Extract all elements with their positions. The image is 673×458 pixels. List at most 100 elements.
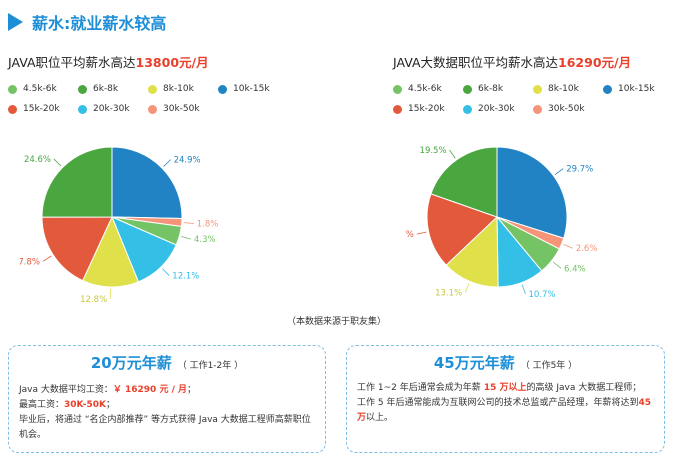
right-title-highlight: 16290元/月 (558, 55, 632, 70)
pie-data-label: 19.5% (420, 146, 447, 156)
section-title: 薪水:就业薪水较高 (32, 14, 167, 33)
pie-data-label: 12.8% (80, 295, 107, 305)
legend-item: 6k-8k (78, 84, 118, 94)
career-paragraph-2: 工作 5 年后通常能成为互联网公司的技术总监或产品经理，年薪将达到45万以上。 (357, 396, 654, 426)
pie-leader-line (183, 222, 194, 224)
legend-swatch (533, 104, 542, 114)
legend-swatch (603, 84, 612, 94)
pie-slice-6k-8k (430, 146, 498, 218)
pie-slice-15k-20k (41, 216, 113, 282)
max-salary-line: 最高工资：30K-50K； (19, 398, 315, 413)
legend-item: 15k-20k (393, 104, 445, 114)
legend-label: 8k-10k (163, 84, 194, 94)
legend-label: 20k-30k (93, 104, 130, 114)
legend-item: 6k-8k (463, 84, 503, 94)
legend-item: 8k-10k (148, 84, 194, 94)
pie-data-label: 4.3% (194, 235, 216, 245)
box-right-title: 45万元年薪 (433, 354, 515, 372)
pie-data-label: 24.6% (24, 155, 51, 165)
p1-prefix: 工作 1~2 年后通常会成为年薪 (357, 383, 481, 393)
right-pie-chart: 29.7% 2.6% 6.4% 10.7% 13.1% 17.3% 19.5% (405, 146, 597, 300)
career-paragraph-1: 工作 1~2 年后通常会成为年薪 15 万以上的高级 Java 大数据工程师； (357, 381, 654, 396)
salary-box-1-2-years: 20万元年薪 （ 工作1-2年 ） Java 大数据平均工资：￥ 16290 元 … (8, 345, 326, 453)
box-left-heading: 20万元年薪 （ 工作1-2年 ） (9, 352, 325, 373)
box-left-subtitle: （ 工作1-2年 ） (177, 361, 244, 371)
pie-leader-line (162, 268, 170, 276)
pie-data-label: 29.7% (566, 165, 593, 175)
pie-leader-line (181, 236, 192, 240)
legend-item: 8k-10k (533, 84, 579, 94)
legend-label: 6k-8k (93, 84, 119, 94)
max-salary-value: 30K-50K (64, 400, 106, 410)
pie-leader-line (163, 159, 171, 167)
legend-swatch (148, 84, 157, 94)
legend-swatch (533, 84, 542, 94)
legend-label: 10k-15k (233, 84, 270, 94)
avg-salary-label: Java 大数据平均工资： (19, 385, 113, 395)
legend-item: 4.5k-6k (393, 84, 442, 94)
left-title-highlight: 13800元/月 (135, 55, 209, 70)
left-title-text: JAVA职位平均薪水高达 (8, 55, 136, 70)
legend-item: 10k-15k (603, 84, 655, 94)
legend-item: 10k-15k (218, 84, 270, 94)
legend-swatch (393, 84, 402, 94)
pie-data-label: 1.8% (197, 219, 219, 229)
legend-swatch (78, 104, 87, 114)
pie-data-label: 10.7% (528, 290, 555, 300)
box-left-body: Java 大数据平均工资：￥ 16290 元 / 月； 最高工资：30K-50K… (9, 383, 325, 443)
legend-label: 6k-8k (478, 84, 504, 94)
legend-item: 4.5k-6k (8, 84, 57, 94)
pie-slice-8k-10k (445, 215, 499, 288)
p2-value: 45万 (357, 398, 651, 423)
pie-data-label: 17.3% (405, 230, 414, 240)
p2-text: 工作 5 年后通常能成为互联网公司的技术总监或产品经理，年薪将达到 (357, 398, 639, 408)
legend-swatch (8, 84, 17, 94)
pie-slice-6k-8k (41, 146, 113, 218)
p1-suffix: 的高级 Java 大数据工程师； (526, 383, 642, 393)
legend-label: 4.5k-6k (408, 84, 442, 94)
legend-swatch (218, 84, 227, 94)
left-chart-title: JAVA职位平均薪水高达13800元/月 (8, 52, 308, 71)
graduation-line: 毕业后，将通过 “名企内部推荐” 等方式获得 Java 大数据工程师高薪职位机会… (19, 415, 311, 440)
legend-label: 30k-50k (548, 104, 585, 114)
legend-swatch (8, 104, 17, 114)
left-legend: 4.5k-6k 6k-8k 8k-10k 10k-15k 15k-20k 20k-30k 3… (8, 84, 308, 124)
legend-item: 15k-20k (8, 104, 60, 114)
right-chart-title: JAVA大数据职位平均薪水高达16290元/月 (393, 52, 673, 71)
avg-salary-suffix: ； (187, 385, 197, 395)
avg-salary-value: ￥ 16290 元 / 月 (112, 385, 188, 395)
pie-slice-8k-10k (82, 215, 140, 288)
data-source-note: （本数据来源于职友集） (286, 317, 386, 327)
legend-label: 10k-15k (618, 84, 655, 94)
legend-item: 20k-30k (78, 104, 130, 114)
pie-slice-10k-15k (496, 146, 568, 239)
legend-label: 8k-10k (548, 84, 579, 94)
pie-leader-line (53, 158, 62, 167)
left-pie-chart: 24.9% 1.8% 4.3% 12.1% 12.8% 17.8% 24.6% (20, 146, 219, 305)
p2-suffix: 以上。 (366, 413, 394, 423)
pie-leader-line (449, 149, 456, 159)
triangle-marker-icon (8, 13, 23, 31)
legend-swatch (463, 84, 472, 94)
box-right-body: 工作 1~2 年后通常会成为年薪 15 万以上的高级 Java 大数据工程师； … (347, 381, 664, 426)
legend-swatch (148, 104, 157, 114)
box-right-subtitle: （ 工作5年 ） (520, 361, 578, 371)
p1-value: 15 万以上 (480, 383, 527, 393)
legend-item: 20k-30k (463, 104, 515, 114)
legend-label: 4.5k-6k (23, 84, 57, 94)
pie-leader-line (521, 284, 526, 295)
legend-label: 30k-50k (163, 104, 200, 114)
legend-item: 30k-50k (533, 104, 585, 114)
pie-data-label: 24.9% (174, 156, 201, 166)
pie-data-label: 6.4% (564, 264, 586, 274)
pie-data-label: 17.8% (20, 257, 40, 267)
legend-swatch (463, 104, 472, 114)
right-chart-column: JAVA大数据职位平均薪水高达16290元/月 (393, 52, 673, 71)
pie-leader-line (563, 244, 573, 249)
max-salary-label: 最高工资： (19, 400, 65, 410)
box-right-heading: 45万元年薪 （ 工作5年 ） (347, 352, 664, 373)
section-header: 薪水:就业薪水较高 (8, 10, 166, 34)
right-title-text: JAVA大数据职位平均薪水高达 (393, 55, 559, 70)
avg-salary-line: Java 大数据平均工资：￥ 16290 元 / 月； (19, 383, 315, 398)
pie-data-label: 12.1% (172, 272, 199, 282)
